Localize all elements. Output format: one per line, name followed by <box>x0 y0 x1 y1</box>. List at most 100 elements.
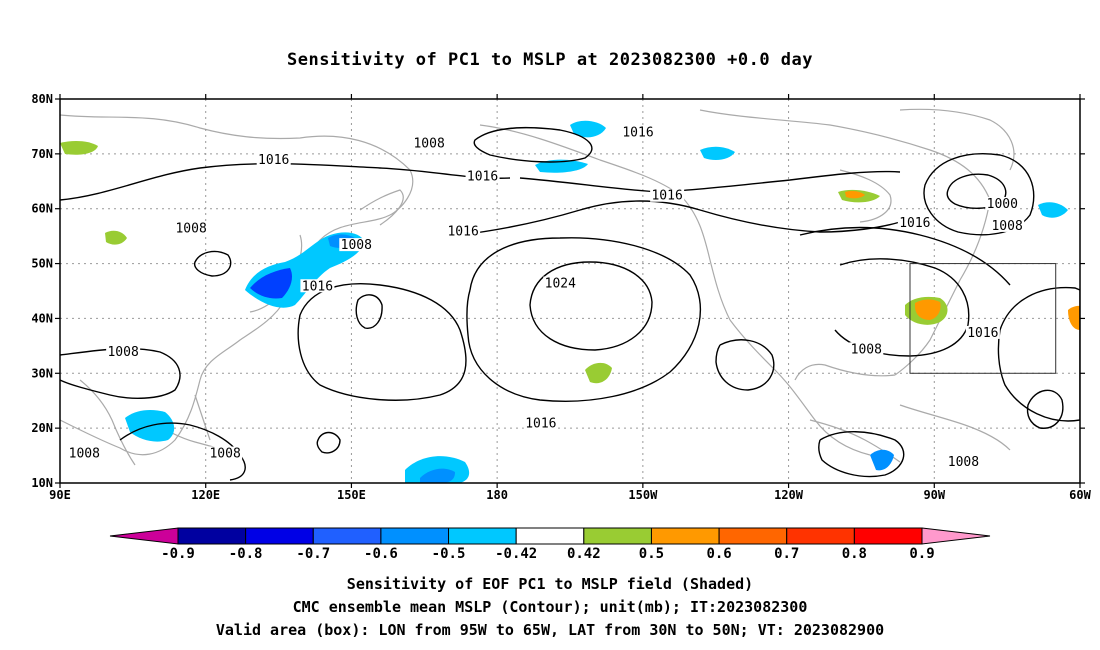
shade-pos-hudson-orange <box>845 191 865 199</box>
lat-tick-label: 80N <box>31 92 53 106</box>
contour-label: 1008 <box>107 345 138 360</box>
coastline-philippines <box>194 394 211 441</box>
contour-label: 1024 <box>545 277 576 292</box>
coastline-greenland <box>899 108 1015 171</box>
colorbar-label: 0.42 <box>567 546 601 562</box>
contour-label: 1016 <box>967 326 998 341</box>
colorbar-swatch <box>448 527 517 545</box>
contour-label: 1016 <box>622 126 653 141</box>
lat-tick-label: 30N <box>31 366 53 380</box>
colorbar-swatch <box>786 527 855 545</box>
contour-label-bg <box>990 218 1025 232</box>
contour-label: 1016 <box>525 416 556 431</box>
plot-frame <box>59 98 1081 484</box>
contour-label-bg <box>208 446 243 460</box>
lat-tick-label: 50N <box>31 257 53 271</box>
contour-label: 1008 <box>991 219 1022 234</box>
shade-neg-japan-core <box>250 268 293 299</box>
contour-closed-atlantic <box>1026 389 1064 429</box>
coastline-hudson-bay <box>839 169 892 223</box>
colorbar-swatch <box>380 527 450 545</box>
sensitivity-shading <box>60 120 1080 483</box>
contour-labels: 1016 1008 1016 1016 1016 1016 1008 1008 1016 1024… <box>67 125 1025 470</box>
shade-pos-pacific-subtropic <box>585 362 612 384</box>
contour-label: 1016 <box>258 153 289 168</box>
contour-1008-caribbean <box>817 431 905 478</box>
contour-label: 1000 <box>987 197 1018 212</box>
colorbar-label: -0.7 <box>296 546 330 562</box>
shade-neg-central-pacific-core <box>420 468 455 483</box>
colorbar-label: -0.5 <box>432 546 466 562</box>
contour-label-bg <box>650 188 685 202</box>
coastline-gulf-mexico <box>794 363 896 381</box>
contour-1016-atlantic-high <box>997 286 1080 422</box>
shade-neg-gulf-east <box>870 449 894 471</box>
contour-label-bg <box>174 221 209 235</box>
colorbar-extend-high <box>921 527 991 545</box>
lon-tick-label: 90W <box>923 488 945 502</box>
colorbar-label: 0.8 <box>842 546 867 562</box>
shade-pos-arctic-west <box>60 141 98 155</box>
contour-label: 1008 <box>948 455 979 470</box>
shade-neg-arctic-north <box>570 120 606 138</box>
contour-label: 1008 <box>413 137 444 152</box>
lat-tick-label: 20N <box>31 421 53 435</box>
contour-label-bg <box>849 342 884 356</box>
lat-tick-label: 40N <box>31 311 53 325</box>
colorbar-swatch <box>312 527 382 545</box>
contour-label: 1016 <box>899 216 930 231</box>
contour-label-bg <box>523 416 558 430</box>
colorbar-label: 0.6 <box>706 546 731 562</box>
shade-neg-aleutian <box>535 159 588 173</box>
colorbar-extend-low <box>109 527 179 545</box>
shade-neg-bering <box>700 146 735 160</box>
contour-label: 1016 <box>447 224 478 239</box>
contour-label-bg <box>256 153 291 167</box>
colorbar-label: -0.42 <box>495 546 537 562</box>
contour-1008-asia-low <box>193 250 232 277</box>
chart-title: Sensitivity of PC1 to MSLP at 2023082300… <box>286 50 813 70</box>
colorbar-swatch <box>177 527 247 545</box>
contour-label-bg <box>67 446 102 460</box>
valid-area-box <box>909 263 1057 374</box>
contour-label-bg <box>985 196 1020 210</box>
contour-1008-low-outer <box>923 153 1035 236</box>
lat-tick-label: 70N <box>31 147 53 161</box>
colorbar-label: 0.7 <box>774 546 799 562</box>
colorbar-swatch <box>245 527 314 545</box>
contour-1016-gulf-alaska <box>459 200 901 236</box>
coastline-canada-arctic <box>699 109 991 201</box>
lon-tick-label: 90E <box>49 488 71 502</box>
coastline-kamchatka <box>359 189 404 226</box>
colorbar-label: -0.9 <box>161 546 195 562</box>
contour-1008-thermal-low <box>715 339 775 391</box>
colorbar-swatch <box>515 527 585 545</box>
contour-1016-subtropical-ridge <box>466 237 702 402</box>
footer-line-1: Sensitivity of EOF PC1 to MSLP field (Sh… <box>346 575 754 593</box>
contour-label: 1008 <box>175 222 206 237</box>
contour-1016-north-pacific <box>60 162 511 201</box>
contour-label: 1016 <box>302 279 333 294</box>
footer-line-3: Valid area (box): LON from 95W to 65W, L… <box>215 621 885 639</box>
contour-1024-high <box>529 261 653 351</box>
contour-label-bg <box>465 169 500 183</box>
shade-pos-central-asia <box>105 230 127 245</box>
lon-tick-label: 120W <box>774 488 804 502</box>
contour-1008-bering <box>473 126 593 163</box>
lon-tick-label: 150E <box>337 488 366 502</box>
colorbar-swatch <box>718 527 788 545</box>
contour-label: 1016 <box>467 170 498 185</box>
coastline-caribbean <box>899 404 1011 451</box>
colorbar: -0.9 -0.8 -0.7 -0.6 -0.5 -0.42 0.42 0.5 0.6 0.7 0.… <box>109 527 991 562</box>
contour-label-bg <box>106 345 141 359</box>
contour-1016-north-atlantic <box>799 226 1011 286</box>
coastline-alaska <box>479 124 731 321</box>
contour-label: 1008 <box>69 447 100 462</box>
contour-label-bg <box>621 125 655 139</box>
lat-tick-label: 60N <box>31 202 53 216</box>
coastline-north-america <box>729 319 871 456</box>
contour-label-bg <box>965 325 1000 339</box>
lon-tick-label: 120E <box>191 488 220 502</box>
coastline-us-east <box>894 199 991 376</box>
